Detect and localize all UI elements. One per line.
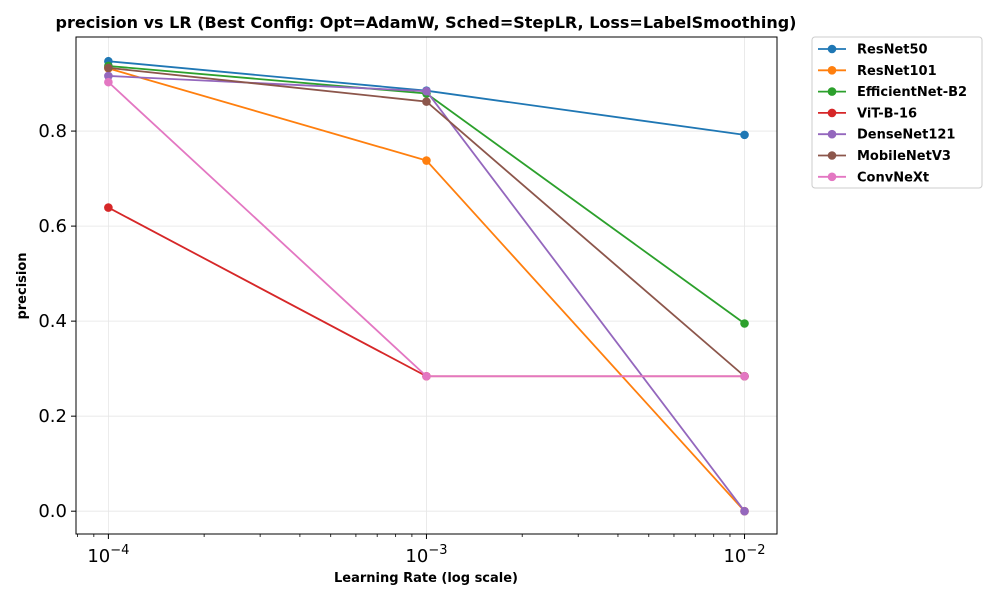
x-tick-label: 10−3: [405, 543, 447, 567]
x-axis-label: Learning Rate (log scale): [334, 571, 518, 586]
legend: ResNet50 ResNet101 EfficientNet-B2 ViT-B-16…: [811, 36, 983, 189]
data-point: [422, 371, 431, 381]
legend-item: ConvNeXt: [818, 170, 929, 185]
y-tick-label: 0.8: [38, 121, 67, 142]
legend-label: DenseNet121: [857, 128, 955, 143]
y-tick-label: 0.6: [38, 216, 67, 237]
y-tick-label: 0.0: [38, 501, 67, 522]
legend-marker: [827, 108, 837, 118]
data-point: [104, 71, 113, 81]
y-axis: 0.0 0.2 0.4 0.6 0.8: [38, 121, 76, 522]
x-axis: 10−4 10−3 10−2: [87, 534, 766, 567]
y-tick-label: 0.2: [38, 406, 67, 427]
data-point: [740, 319, 749, 328]
chart-title: precision vs LR (Best Config: Opt=AdamW,…: [56, 13, 797, 32]
data-point: [422, 97, 431, 106]
legend-item: EfficientNet-B2: [818, 85, 967, 100]
data-point: [740, 371, 749, 381]
legend-item: ViT-B-16: [818, 106, 917, 121]
data-point: [740, 130, 749, 140]
legend-marker: [827, 66, 837, 75]
data-point: [422, 156, 431, 165]
x-tick-label: 10−2: [723, 543, 765, 567]
legend-label: ResNet50: [857, 43, 928, 58]
legend-item: DenseNet121: [818, 128, 955, 143]
legend-item: ResNet50: [818, 43, 928, 58]
legend-item: ResNet101: [818, 64, 937, 79]
series-convnext: [104, 77, 749, 381]
data-point: [104, 203, 113, 212]
legend-marker: [827, 172, 837, 182]
data-point: [422, 86, 431, 96]
legend-label: EfficientNet-B2: [857, 85, 967, 100]
legend-label: ConvNeXt: [857, 170, 929, 185]
data-point: [104, 77, 113, 87]
legend-marker: [827, 151, 837, 160]
x-tick-label: 10−4: [87, 543, 129, 567]
legend-marker: [827, 129, 837, 139]
legend-label: ViT-B-16: [857, 106, 917, 121]
legend-frame: [811, 36, 983, 189]
data-point: [104, 63, 113, 73]
data-point: [740, 506, 749, 516]
grid-lines: [76, 37, 777, 534]
series-densenet121: [104, 71, 749, 516]
legend-label: MobileNetV3: [857, 149, 951, 164]
series-group: [104, 56, 749, 516]
y-tick-label: 0.4: [38, 311, 67, 332]
legend-marker: [827, 87, 837, 96]
series-mobilenetv3: [104, 63, 749, 381]
legend-marker: [827, 44, 837, 54]
legend-label: ResNet101: [857, 64, 937, 79]
legend-item: MobileNetV3: [818, 149, 951, 164]
y-axis-label: precision: [15, 252, 30, 319]
